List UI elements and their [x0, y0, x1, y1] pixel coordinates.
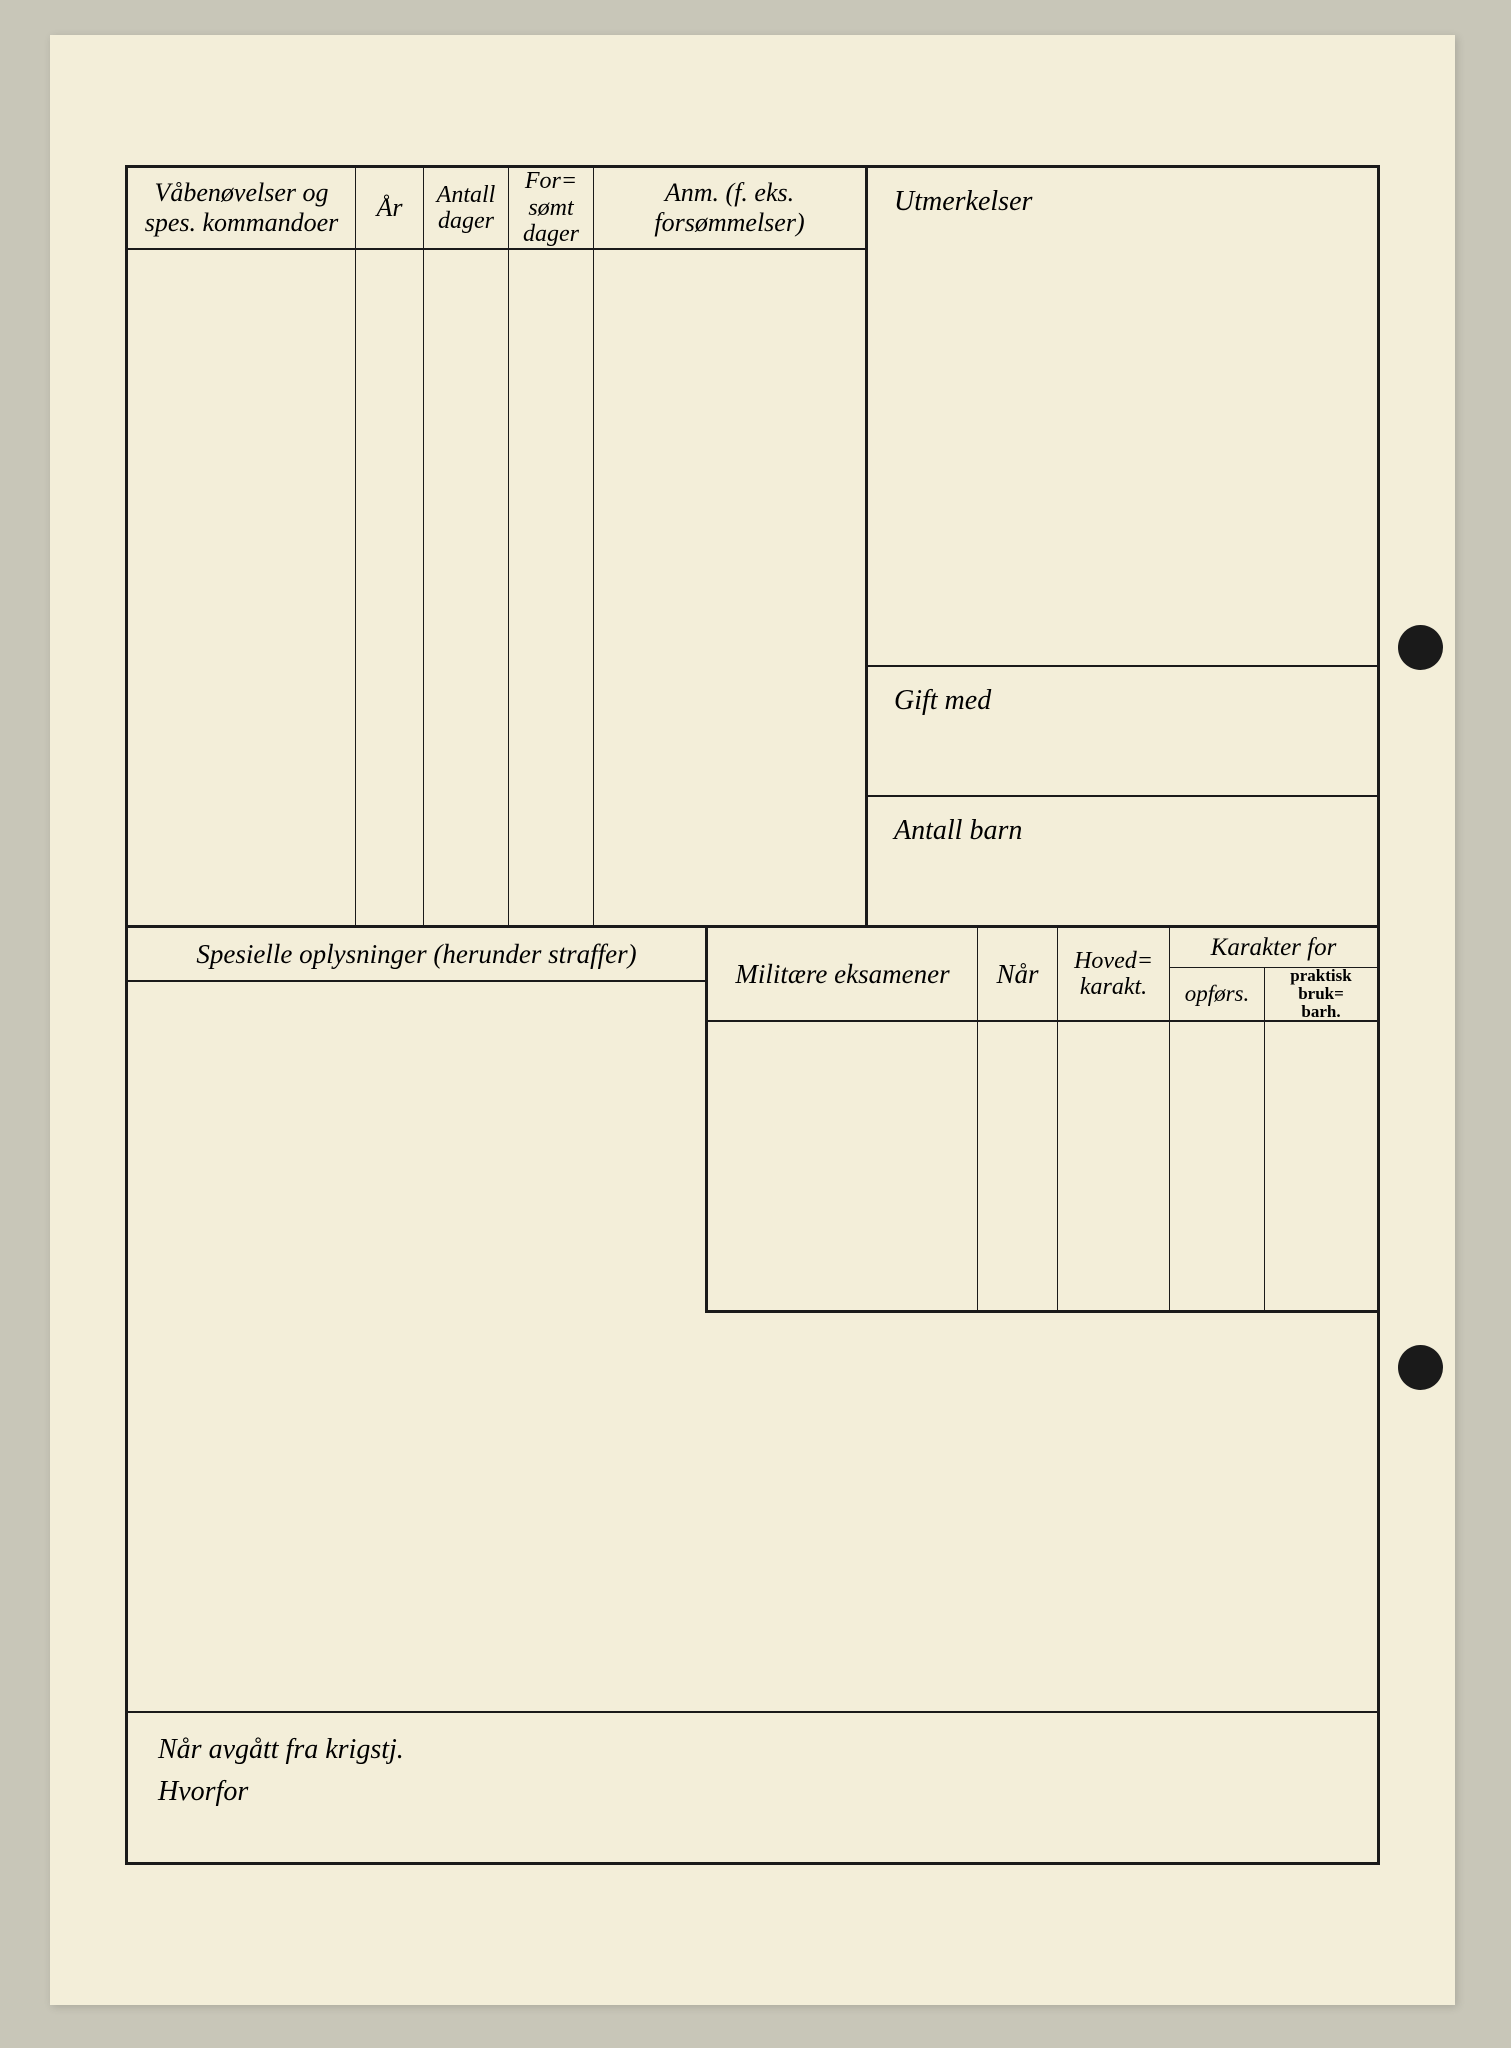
weapons-col5-body — [594, 250, 865, 925]
grade-for-wrap: Karakter for opførs. praktiskbruk​=barh. — [1170, 928, 1377, 1022]
middle-section: Spesielle oplysninger (herunder straffer… — [128, 928, 1377, 1313]
military-exams-header: Militære eksamener — [708, 928, 978, 1022]
military-col2-body — [978, 1022, 1058, 1310]
military-col4-body — [1170, 1022, 1265, 1310]
distinctions-header: Utmerkelser — [868, 168, 1377, 228]
remarks-header: Anm. (f. eks. forsømmelser) — [594, 168, 865, 248]
missed-days-header: For​=sømt dager — [509, 168, 594, 248]
military-header-row: Militære eksamener Når Hoved​=karakt. Ka… — [708, 928, 1377, 1022]
weapons-col1-body — [128, 250, 356, 925]
form-paper: Våbenøvelser og spes. kommandoer År Anta… — [50, 35, 1455, 2005]
why-label: Hvorfor — [158, 1771, 1377, 1813]
special-info-body — [128, 982, 705, 1313]
distinctions-body — [868, 228, 1377, 665]
lower-blank-section — [128, 1313, 1377, 1713]
special-info-column: Spesielle oplysninger (herunder straffer… — [128, 928, 708, 1313]
top-section: Våbenøvelser og spes. kommandoer År Anta… — [128, 168, 1377, 928]
when-header: Når — [978, 928, 1058, 1022]
form-frame: Våbenøvelser og spes. kommandoer År Anta… — [125, 165, 1380, 1865]
punch-hole-bottom — [1398, 1345, 1443, 1390]
military-body — [708, 1022, 1377, 1310]
special-info-header: Spesielle oplysninger (herunder straffer… — [128, 928, 705, 982]
military-exams-column: Militære eksamener Når Hoved​=karakt. Ka… — [708, 928, 1377, 1313]
weapons-exercises-column: Våbenøvelser og spes. kommandoer År Anta… — [128, 168, 868, 925]
bottom-section: Når avgått fra krigstj. Hvorfor — [128, 1713, 1377, 1813]
punch-hole-top — [1398, 625, 1443, 670]
top-right-column: Utmerkelser Gift med Antall barn — [868, 168, 1377, 925]
military-col3-body — [1058, 1022, 1170, 1310]
military-col1-body — [708, 1022, 978, 1310]
num-children-field: Antall barn — [868, 795, 1377, 925]
practical-header: praktiskbruk​=barh. — [1265, 968, 1377, 1020]
departed-label: Når avgått fra krigstj. — [158, 1729, 1377, 1771]
main-grade-header: Hoved​=karakt. — [1058, 928, 1170, 1022]
conduct-header: opførs. — [1170, 968, 1265, 1020]
married-to-field: Gift med — [868, 665, 1377, 795]
weapons-col4-body — [509, 250, 594, 925]
grade-for-sub-row: opførs. praktiskbruk​=barh. — [1170, 968, 1377, 1022]
grade-for-header: Karakter for — [1170, 928, 1377, 968]
weapons-col3-body — [424, 250, 509, 925]
weapons-body — [128, 250, 865, 925]
weapons-col2-body — [356, 250, 424, 925]
weapons-exercises-header: Våbenøvelser og spes. kommandoer — [128, 168, 356, 248]
year-header: År — [356, 168, 424, 248]
weapons-header-row: Våbenøvelser og spes. kommandoer År Anta… — [128, 168, 865, 250]
military-col5-body — [1265, 1022, 1377, 1310]
days-header: Antall dager — [424, 168, 509, 248]
